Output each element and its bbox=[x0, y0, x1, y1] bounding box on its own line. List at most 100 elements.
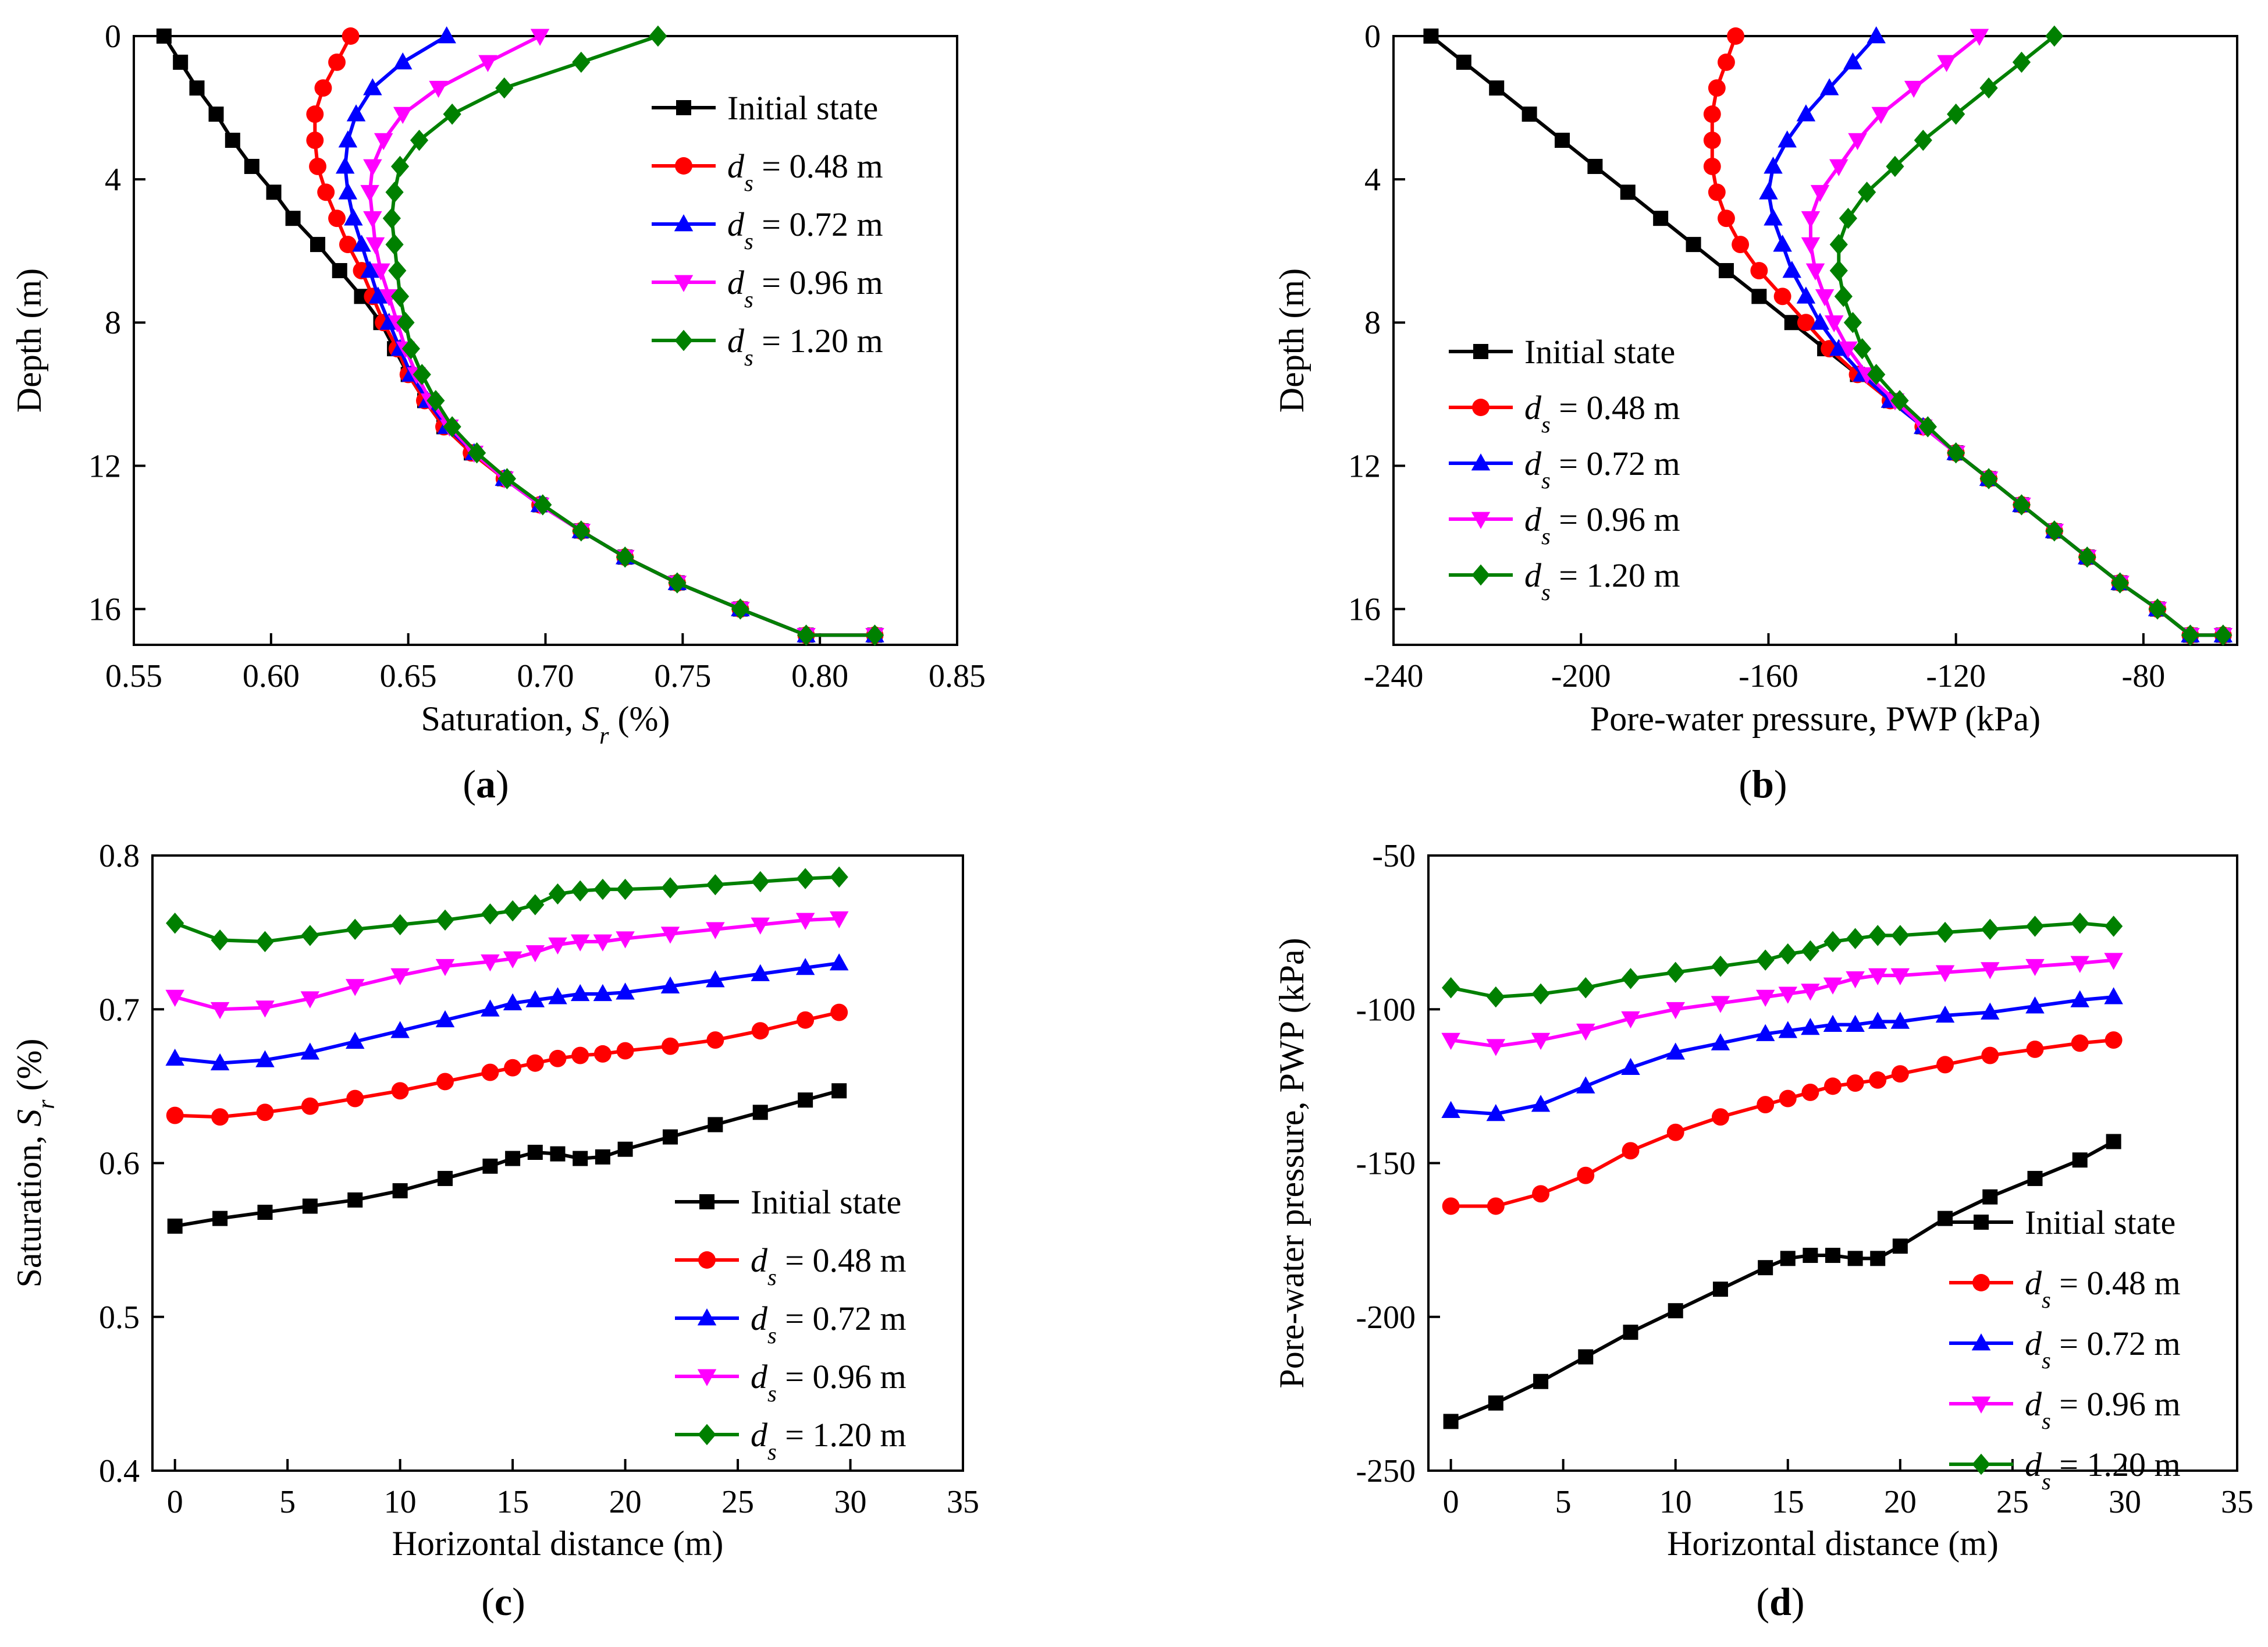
data-point bbox=[1823, 1014, 1843, 1032]
data-point bbox=[1686, 237, 1701, 253]
data-point bbox=[391, 914, 410, 936]
data-point bbox=[1810, 184, 1830, 203]
data-point bbox=[2012, 494, 2031, 516]
data-point bbox=[392, 1183, 408, 1199]
data-point bbox=[1531, 1032, 1551, 1050]
legend-label: ds = 0.72 m bbox=[1524, 445, 1680, 494]
data-point bbox=[310, 237, 326, 253]
y-tick-label: 12 bbox=[1348, 448, 1381, 484]
data-point bbox=[385, 233, 404, 255]
data-point bbox=[1846, 928, 1865, 949]
y-tick-label: 8 bbox=[1364, 305, 1381, 341]
data-point bbox=[1711, 1033, 1730, 1050]
data-point bbox=[1815, 289, 1835, 307]
data-point bbox=[505, 1151, 521, 1166]
data-point bbox=[1843, 52, 1862, 70]
data-point bbox=[731, 598, 749, 620]
legend: Initial state ds = 0.48 m ds = 0.72 m ds = … bbox=[1949, 1204, 2181, 1495]
data-point bbox=[285, 211, 301, 226]
data-point bbox=[1621, 1011, 1640, 1029]
y-tick-label: 0.6 bbox=[99, 1146, 140, 1182]
data-point bbox=[382, 207, 401, 229]
data-point bbox=[1891, 1065, 1909, 1083]
data-point bbox=[1810, 313, 1830, 330]
x-tick-label: 5 bbox=[279, 1484, 296, 1520]
data-point bbox=[706, 922, 725, 939]
data-point bbox=[616, 982, 635, 1000]
plot-frame bbox=[1392, 35, 2238, 646]
data-point bbox=[390, 286, 410, 307]
data-point bbox=[2105, 1031, 2123, 1049]
data-point bbox=[706, 874, 724, 896]
legend-marker bbox=[1972, 1274, 1990, 1291]
data-point bbox=[660, 976, 680, 993]
data-point bbox=[503, 993, 522, 1011]
data-point bbox=[1708, 79, 1726, 97]
data-point bbox=[503, 900, 522, 922]
series-line bbox=[1451, 921, 2114, 999]
data-point bbox=[1936, 1056, 1954, 1074]
y-tick-label: 16 bbox=[1348, 591, 1381, 627]
data-point bbox=[1918, 416, 1937, 438]
data-point bbox=[328, 210, 346, 228]
legend: Initial state ds = 0.48 m ds = 0.72 m ds = … bbox=[652, 89, 883, 371]
data-point bbox=[1853, 338, 1872, 360]
data-point bbox=[1757, 1096, 1775, 1114]
data-point bbox=[189, 80, 205, 96]
legend-marker bbox=[1472, 399, 1490, 416]
series-1 bbox=[1442, 1031, 2123, 1215]
panel-caption: (a) bbox=[463, 762, 509, 806]
legend-marker bbox=[1471, 512, 1491, 529]
x-tick-label: 15 bbox=[1772, 1484, 1804, 1520]
data-point bbox=[1489, 80, 1505, 96]
data-point bbox=[525, 990, 545, 1007]
legend-marker bbox=[1971, 1396, 1991, 1414]
data-point bbox=[1717, 210, 1735, 228]
x-tick-label: 35 bbox=[947, 1484, 979, 1520]
y-tick-label: 0.5 bbox=[99, 1300, 140, 1336]
data-point bbox=[212, 1211, 228, 1226]
series-0 bbox=[167, 1083, 847, 1234]
legend-label: ds = 0.48 m bbox=[727, 147, 883, 196]
legend-marker bbox=[697, 1308, 717, 1326]
data-point bbox=[438, 1170, 453, 1186]
data-point bbox=[371, 263, 390, 281]
data-point bbox=[300, 1042, 320, 1060]
data-point bbox=[306, 132, 324, 150]
data-point bbox=[1623, 1325, 1638, 1340]
data-point bbox=[1801, 940, 1819, 962]
data-point bbox=[2111, 572, 2130, 594]
legend-marker bbox=[697, 1369, 717, 1386]
x-tick-label: 30 bbox=[2109, 1484, 2141, 1520]
data-point bbox=[368, 286, 388, 304]
x-tick-label: -80 bbox=[2122, 658, 2166, 694]
data-point bbox=[1868, 968, 1887, 986]
data-point bbox=[208, 107, 224, 122]
legend-label: ds = 1.20 m bbox=[2025, 1446, 2181, 1495]
data-point bbox=[865, 624, 884, 646]
data-point bbox=[301, 925, 319, 946]
data-point bbox=[1456, 54, 1471, 70]
data-point bbox=[1801, 1083, 1819, 1101]
data-point bbox=[1732, 236, 1750, 254]
data-point bbox=[1712, 1282, 1728, 1297]
data-point bbox=[1621, 968, 1640, 989]
data-point bbox=[338, 182, 358, 200]
data-point bbox=[1532, 1185, 1550, 1203]
data-point bbox=[572, 520, 591, 542]
data-point bbox=[798, 1092, 813, 1108]
data-point bbox=[1869, 1071, 1887, 1089]
data-point bbox=[1441, 1032, 1460, 1050]
x-tick-label: 30 bbox=[834, 1484, 867, 1520]
data-point bbox=[1666, 1123, 1684, 1141]
x-tick-label: -160 bbox=[1739, 658, 1798, 694]
data-point bbox=[210, 1053, 230, 1071]
legend: Initial state ds = 0.48 m ds = 0.72 m ds = … bbox=[1449, 333, 1680, 605]
data-point bbox=[706, 970, 725, 988]
y-axis-label: Saturation, Sr (%) bbox=[10, 1039, 60, 1288]
data-point bbox=[347, 1192, 363, 1208]
data-point bbox=[527, 1145, 543, 1160]
data-point bbox=[1666, 961, 1685, 984]
data-point bbox=[571, 1046, 589, 1064]
data-point bbox=[256, 1103, 274, 1121]
